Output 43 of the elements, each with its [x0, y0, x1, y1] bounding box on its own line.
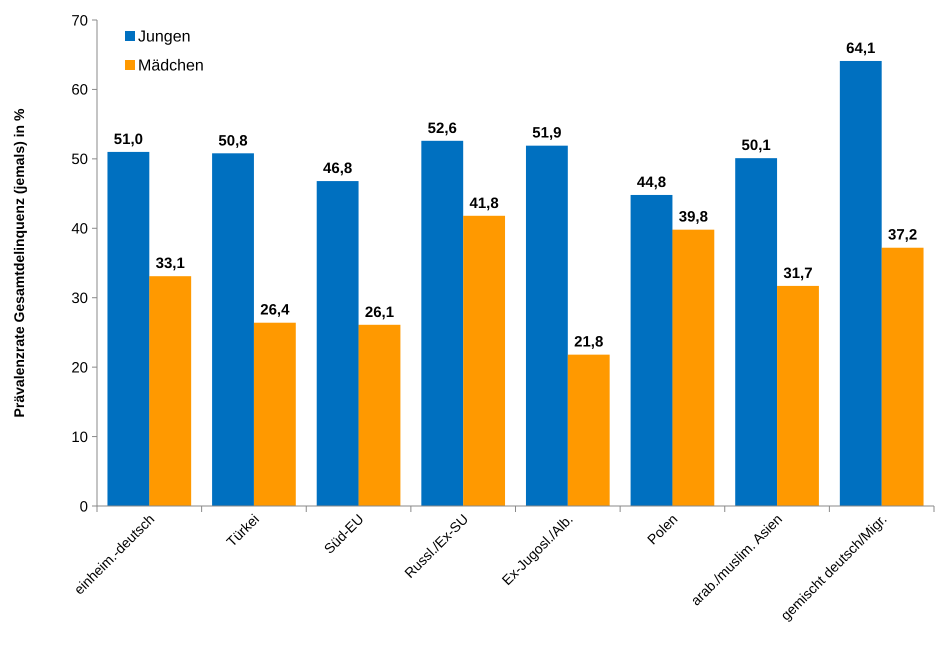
bar [463, 216, 506, 506]
bar [840, 60, 882, 506]
bar [358, 324, 400, 506]
y-tick-label: 40 [71, 220, 88, 238]
bar [568, 354, 610, 506]
y-tick-label: 10 [71, 428, 88, 446]
y-tick-label: 20 [71, 359, 88, 376]
bar [316, 181, 359, 506]
data-label: 51,9 [532, 124, 562, 142]
y-tick-label: 30 [71, 290, 88, 307]
bar [254, 322, 296, 506]
y-tick-label: 0 [80, 498, 88, 516]
data-label: 37,2 [888, 226, 918, 244]
bar [630, 194, 672, 506]
y-tick-label: 60 [71, 82, 88, 99]
data-label: 51,0 [114, 130, 143, 148]
data-label: 21,8 [574, 334, 604, 351]
data-label: 50,1 [742, 137, 771, 154]
data-label: 46,8 [323, 160, 352, 178]
data-label: 26,1 [364, 304, 394, 321]
data-label: 26,4 [260, 302, 290, 319]
bar [107, 152, 150, 506]
legend-label: Mädchen [138, 58, 204, 75]
bar [421, 140, 464, 506]
data-label: 31,7 [783, 264, 813, 282]
bar [149, 276, 192, 506]
data-label: 44,8 [636, 174, 666, 191]
bar [212, 153, 254, 506]
y-tick-label: 70 [71, 12, 88, 30]
legend-label: Jungen [138, 28, 190, 46]
data-label: 52,6 [428, 120, 457, 137]
y-axis-title: Prävalenzrate Gesamtdelinquenz (jemals) in % [11, 108, 27, 418]
bar [672, 230, 714, 506]
bar [777, 286, 819, 506]
data-label: 41,8 [470, 194, 499, 212]
data-label: 64,1 [846, 40, 876, 57]
data-label: 33,1 [156, 255, 185, 272]
y-tick-label: 50 [71, 151, 88, 168]
data-label: 50,8 [218, 132, 248, 150]
bar [882, 248, 924, 506]
data-label: 39,8 [678, 208, 708, 226]
bar [735, 158, 778, 506]
bar [526, 146, 568, 506]
